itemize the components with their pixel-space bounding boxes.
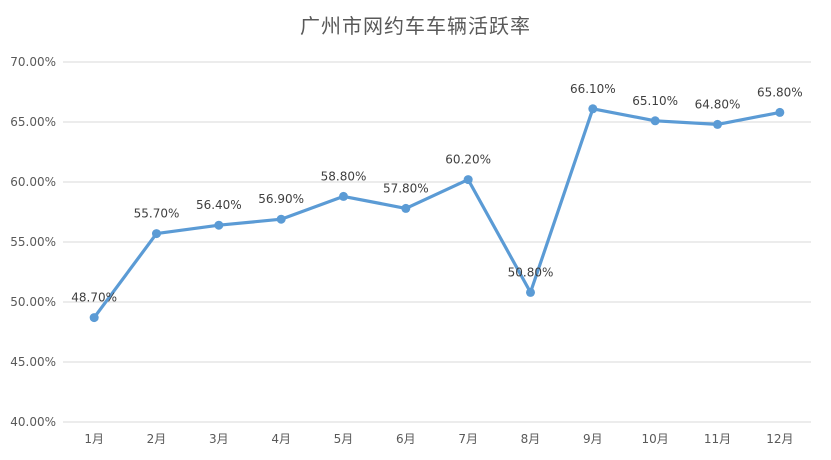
data-label: 65.10% [632, 94, 678, 108]
y-tick-label: 50.00% [10, 295, 56, 309]
data-point [214, 220, 224, 230]
x-tick-label: 8月 [521, 432, 541, 446]
data-label: 60.20% [445, 153, 491, 167]
data-label: 48.70% [71, 291, 117, 305]
axes: 40.00% 45.00% 50.00% 55.00% 60.00% 65.00% 70.0… [10, 55, 793, 446]
y-tick-label: 55.00% [10, 235, 56, 249]
data-label: 56.40% [196, 198, 242, 212]
data-label: 64.80% [695, 97, 741, 111]
x-tick-label: 12月 [766, 432, 793, 446]
x-tick-label: 9月 [583, 432, 603, 446]
data-label: 58.80% [321, 169, 367, 183]
y-tick-label: 45.00% [10, 355, 56, 369]
series [89, 104, 785, 323]
y-tick-label: 70.00% [10, 55, 56, 69]
data-point [588, 104, 598, 114]
data-labels: 48.70% 55.70% 56.40% 56.90% 58.80% 57.80% 60.2… [71, 82, 802, 305]
data-label: 66.10% [570, 82, 616, 96]
x-tick-label: 1月 [84, 432, 104, 446]
data-label: 55.70% [134, 207, 180, 221]
data-label: 50.80% [508, 265, 554, 279]
data-point [463, 175, 473, 185]
data-label: 65.80% [757, 85, 803, 99]
x-tick-label: 3月 [209, 432, 229, 446]
data-point [775, 107, 785, 117]
data-label: 56.90% [258, 192, 304, 206]
series-line [92, 107, 782, 320]
data-point [276, 214, 286, 224]
x-tick-label: 4月 [271, 432, 291, 446]
data-point [401, 203, 411, 213]
x-tick-label: 7月 [458, 432, 478, 446]
data-point [526, 287, 535, 297]
x-tick-label: 11月 [704, 432, 731, 446]
y-tick-label: 40.00% [10, 415, 56, 429]
data-point [650, 116, 660, 126]
gridlines [63, 61, 811, 423]
chart-title: 广州市网约车车辆活跃率 [300, 14, 531, 38]
y-tick-label: 60.00% [10, 175, 56, 189]
y-tick-label: 65.00% [10, 115, 56, 129]
data-point [152, 229, 161, 239]
data-point [713, 119, 722, 129]
data-point [339, 191, 348, 201]
x-tick-label: 10月 [642, 432, 669, 446]
x-tick-label: 6月 [396, 432, 416, 446]
data-label: 57.80% [383, 181, 429, 195]
data-point [89, 313, 99, 323]
x-tick-label: 5月 [334, 432, 354, 446]
x-tick-label: 2月 [147, 432, 167, 446]
